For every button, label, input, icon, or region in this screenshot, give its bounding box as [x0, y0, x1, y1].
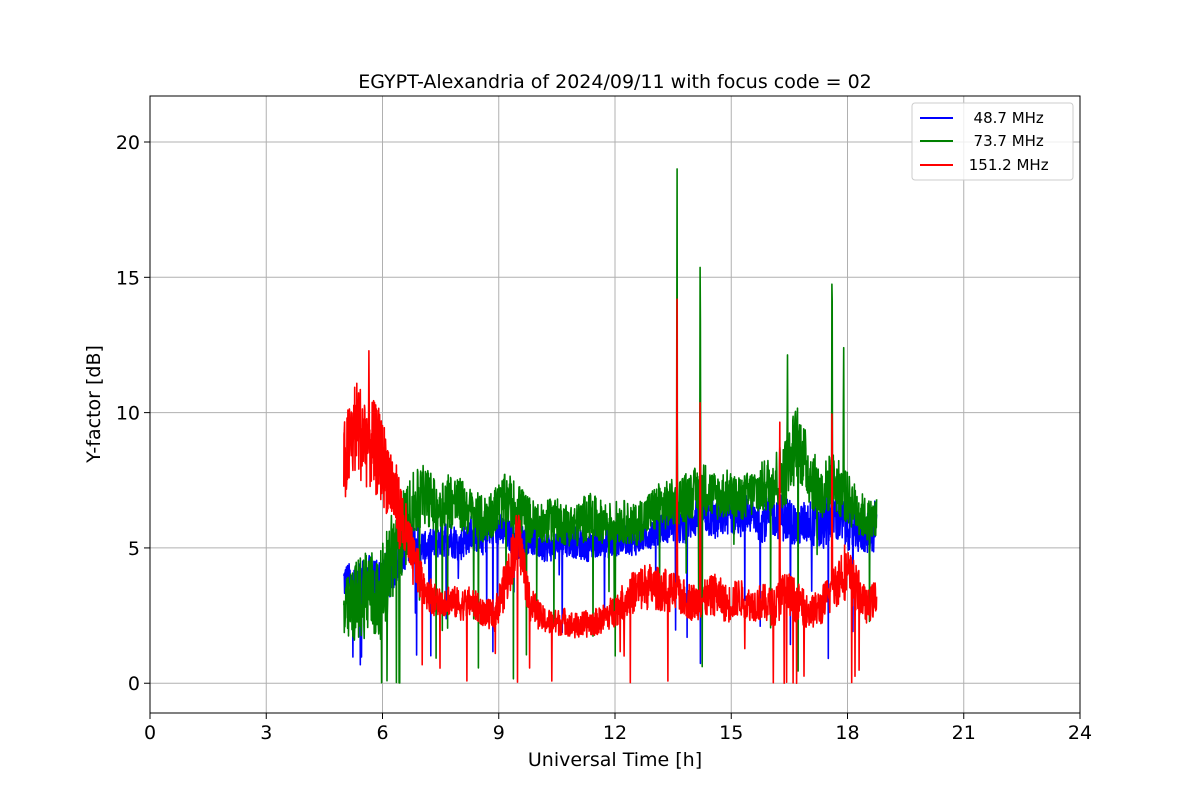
legend-label-48-7: 48.7 MHz	[964, 109, 1044, 127]
series-line-48-7-mhz	[343, 487, 878, 666]
x-axis-label: Universal Time [h]	[528, 749, 702, 771]
legend-box	[911, 102, 1074, 181]
series-line-73-7-mhz	[343, 168, 878, 684]
x-tick-label: 21	[952, 722, 976, 744]
x-tick-label: 15	[719, 722, 743, 744]
x-tick-label: 9	[493, 722, 505, 744]
series-line-151-2-mhz	[342, 298, 878, 685]
series-layer	[342, 168, 878, 685]
legend-label-151-2: 151.2 MHz	[964, 156, 1049, 174]
y-tick-label: 5	[128, 538, 140, 560]
x-tick-label: 0	[144, 722, 156, 744]
y-axis-label: Y-factor [dB]	[83, 345, 105, 464]
y-tick-label: 0	[128, 673, 140, 695]
y-tick-label: 15	[116, 267, 140, 289]
legend: 48.7 MHz 73.7 MHz 151.2 MHz	[911, 102, 1074, 181]
x-tick-label: 24	[1068, 722, 1092, 744]
x-tick-label: 18	[835, 722, 859, 744]
legend-label-73-7: 73.7 MHz	[964, 132, 1044, 150]
y-tick-label: 20	[116, 132, 140, 154]
y-tick-label: 10	[116, 403, 140, 425]
chart-title: EGYPT-Alexandria of 2024/09/11 with focu…	[358, 71, 872, 93]
ticks: 0 3 6 9 12 15 18 21 24 0 5 10 15 20	[116, 132, 1092, 744]
x-tick-label: 6	[376, 722, 388, 744]
x-tick-label: 3	[260, 722, 272, 744]
x-tick-label: 12	[603, 722, 627, 744]
